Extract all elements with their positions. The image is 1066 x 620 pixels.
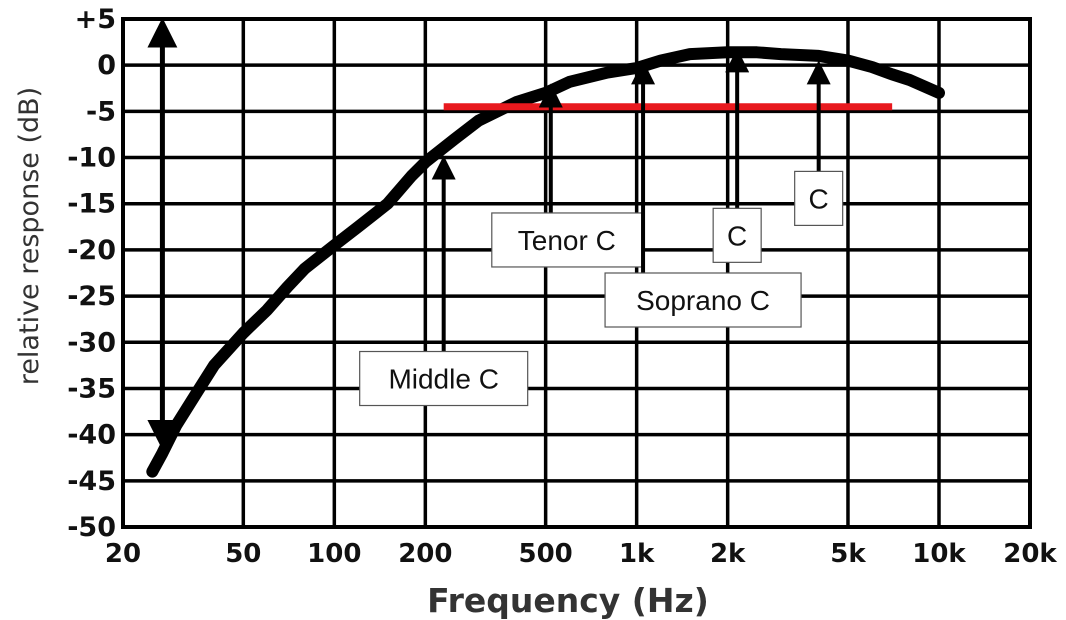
annotation-box [712, 207, 762, 263]
y-tick-label: -10 [67, 143, 116, 174]
x-tick-label: 2k [710, 539, 746, 569]
plot-grid [121, 17, 1032, 529]
annotation-box [604, 272, 802, 328]
annotation-label: Soprano C [636, 285, 770, 316]
x-tick-label: 200 [398, 539, 452, 569]
y-tick-label: -40 [67, 420, 116, 451]
annotation: Soprano C [604, 60, 802, 328]
annotation-box [359, 350, 529, 407]
x-tick-label: 500 [519, 539, 573, 569]
plot-frame [121, 17, 1032, 529]
y-tick-label: -5 [86, 96, 116, 127]
annotation: C [712, 48, 762, 263]
response-curve-layer [146, 46, 945, 478]
x-tick-label: 10k [912, 539, 966, 569]
y-tick-label: -45 [67, 466, 116, 497]
x-axis-title: Frequency (Hz) [427, 581, 709, 620]
x-tick-label: 50 [225, 539, 261, 569]
x-tick-label: 20k [1003, 539, 1057, 569]
annotation-label: C [809, 183, 829, 214]
x-tick-label: 100 [307, 539, 361, 569]
annotation: C [794, 60, 844, 226]
y-tick-label: -30 [67, 327, 116, 358]
response-curve [146, 46, 945, 478]
y-tick-label: -15 [67, 189, 116, 220]
annotation-label: C [727, 220, 747, 251]
y-tick-label: -25 [67, 281, 116, 312]
annotation-label: Middle C [388, 364, 498, 395]
note-annotations: Middle C Tenor C Soprano C C C [359, 48, 844, 407]
annotation-box [794, 170, 844, 226]
y-tick-label: -50 [67, 512, 116, 543]
annotation: Middle C [359, 155, 529, 407]
y-tick-label: -20 [67, 235, 116, 266]
x-tick-label: 1k [619, 539, 655, 569]
x-tick-label: 5k [830, 539, 866, 569]
y-tick-label: 0 [97, 50, 116, 81]
annotation-label: Tenor C [518, 225, 616, 256]
y-tick-label: -35 [67, 373, 116, 404]
y-axis-title: relative response (dB) [14, 87, 45, 385]
x-tick-labels: 20 50 100 200 500 1k 2k 5k 10k 20k [105, 539, 1058, 569]
annotation: Tenor C [491, 83, 643, 268]
y-tick-label: +5 [75, 4, 116, 35]
y-tick-labels: +5 0 -5 -10 -15 -20 -25 -30 -35 -40 -45 -50 [67, 4, 116, 543]
x-tick-label: 20 [105, 539, 141, 569]
